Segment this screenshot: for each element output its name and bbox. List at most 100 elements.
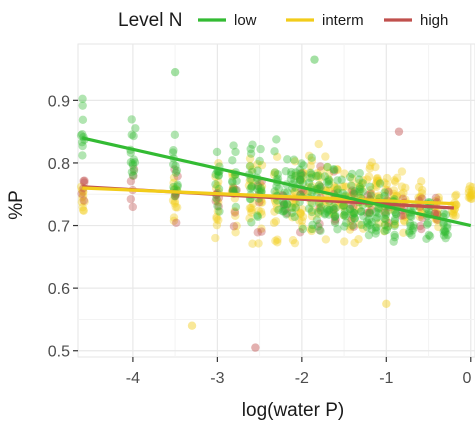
data-point-high: [397, 211, 406, 220]
data-point-interm: [291, 204, 300, 213]
data-point-low: [355, 184, 364, 194]
data-point-low: [128, 161, 138, 170]
data-point-low: [439, 220, 448, 229]
data-point-interm: [329, 210, 338, 219]
data-point-interm: [296, 209, 305, 219]
data-point-low: [253, 184, 262, 194]
data-point-interm: [272, 152, 282, 162]
data-point-high: [329, 167, 339, 176]
data-point-interm: [466, 191, 475, 200]
data-point-low: [279, 207, 289, 216]
data-point-interm: [355, 220, 364, 229]
data-point-low: [362, 222, 372, 232]
data-point-interm: [330, 183, 339, 192]
data-point-low: [290, 212, 299, 222]
data-point-interm: [347, 181, 357, 191]
data-point-interm: [257, 182, 267, 191]
data-point-high: [129, 164, 139, 174]
data-point-interm: [346, 216, 355, 226]
data-point-interm: [466, 194, 475, 203]
data-point-low: [295, 175, 305, 185]
data-point-interm: [371, 181, 380, 190]
data-point-interm: [464, 188, 474, 197]
data-point-interm: [78, 193, 87, 202]
data-point-interm: [211, 184, 221, 193]
data-point-interm: [307, 156, 317, 165]
data-point-interm: [288, 213, 297, 222]
data-point-interm: [416, 192, 425, 202]
data-point-low: [443, 223, 452, 233]
data-point-low: [214, 184, 224, 194]
data-point-interm: [170, 199, 179, 208]
data-point-low: [350, 187, 360, 196]
data-point-low: [78, 141, 87, 151]
data-point-interm: [246, 203, 256, 213]
data-point-low: [346, 181, 356, 190]
data-point-interm: [399, 216, 409, 225]
data-point-interm: [271, 217, 281, 226]
data-point-interm: [247, 205, 256, 215]
data-point-low: [253, 212, 263, 222]
data-point-interm: [358, 224, 368, 233]
data-point-interm: [347, 174, 357, 183]
data-point-interm: [452, 200, 461, 210]
data-point-low: [333, 225, 342, 234]
data-point-low: [371, 226, 381, 235]
data-point-low: [172, 166, 182, 175]
data-point-interm: [272, 199, 281, 209]
data-point-interm: [306, 225, 315, 234]
data-point-low: [365, 208, 375, 218]
data-point-interm: [296, 209, 305, 218]
data-point-high: [232, 185, 241, 195]
data-point-low: [312, 215, 322, 225]
data-point-high: [172, 218, 181, 227]
data-point-interm: [257, 210, 266, 219]
data-point-low: [273, 170, 282, 179]
data-point-interm: [212, 220, 222, 230]
data-point-low: [282, 210, 291, 219]
data-point-low: [170, 130, 180, 140]
data-point-interm: [374, 191, 383, 200]
legend-label-interm: interm: [322, 12, 364, 29]
data-point-low: [367, 225, 376, 234]
data-point-interm: [467, 188, 475, 198]
data-point-interm: [397, 190, 406, 199]
data-point-high: [380, 208, 390, 217]
data-point-low: [340, 222, 349, 231]
data-point-interm: [465, 182, 475, 191]
data-point-low: [330, 165, 339, 174]
data-point-interm: [339, 182, 349, 191]
data-point-low: [247, 218, 256, 227]
data-point-high: [128, 202, 138, 212]
data-point-interm: [449, 211, 458, 220]
data-point-interm: [228, 184, 238, 194]
data-point-interm: [249, 199, 258, 208]
data-point-low: [392, 209, 401, 219]
data-point-interm: [290, 187, 300, 196]
data-point-interm: [295, 216, 304, 225]
data-point-low: [227, 177, 237, 186]
data-point-interm: [346, 207, 356, 216]
y-tick-label: 0.5: [48, 344, 70, 361]
data-point-low: [232, 176, 241, 186]
data-point-low: [324, 176, 333, 186]
data-point-high: [394, 127, 404, 136]
data-point-interm: [254, 239, 263, 248]
data-point-interm: [244, 181, 254, 190]
data-point-interm: [434, 193, 443, 202]
data-point-low: [304, 178, 314, 188]
data-point-interm: [245, 154, 255, 163]
data-point-low: [214, 171, 223, 180]
data-point-interm: [434, 222, 443, 232]
data-point-interm: [373, 176, 382, 185]
data-point-interm: [362, 175, 372, 184]
data-point-interm: [340, 169, 349, 178]
data-point-low: [405, 228, 414, 238]
data-point-high: [349, 222, 358, 231]
data-point-interm: [213, 181, 222, 190]
x-axis-title: log(water P): [242, 400, 344, 421]
data-point-low: [304, 204, 314, 213]
data-point-high: [170, 165, 179, 174]
data-point-low: [126, 158, 136, 167]
data-point-interm: [379, 226, 389, 236]
